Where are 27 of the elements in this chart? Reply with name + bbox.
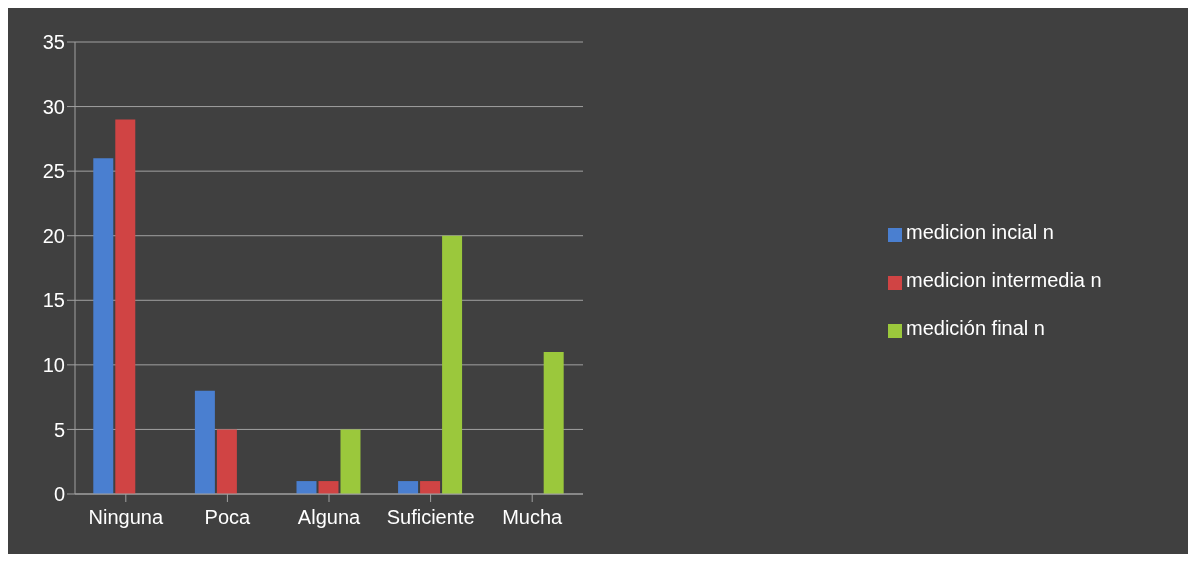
x-tick-label: Poca	[204, 506, 252, 529]
legend-label: medicion incial n	[906, 221, 1054, 243]
bar	[216, 429, 237, 494]
y-tick-label: 20	[42, 224, 65, 247]
x-tick-label: Ninguna	[88, 506, 164, 529]
x-tick-label: Suficiente	[386, 506, 475, 529]
y-tick-label: 10	[42, 353, 65, 376]
y-tick-label: 5	[53, 418, 65, 441]
legend-label: medicion intermedia n	[906, 269, 1102, 291]
y-tick-label: 25	[42, 160, 65, 183]
y-tick-label: 15	[42, 289, 65, 312]
x-tick-label: Alguna	[297, 506, 362, 529]
bar	[318, 481, 339, 494]
legend-label: medición final n	[906, 317, 1045, 339]
bar	[398, 481, 419, 494]
bar	[93, 158, 114, 494]
bar	[296, 481, 317, 494]
bar	[194, 390, 215, 494]
bar	[442, 235, 463, 494]
bar	[543, 351, 564, 494]
y-tick-label: 0	[53, 483, 65, 506]
bar	[115, 119, 136, 494]
y-tick-label: 30	[42, 95, 65, 118]
bar	[340, 429, 361, 494]
x-tick-label: Mucha	[502, 506, 564, 529]
y-tick-label: 35	[42, 31, 65, 54]
bar	[420, 481, 441, 494]
